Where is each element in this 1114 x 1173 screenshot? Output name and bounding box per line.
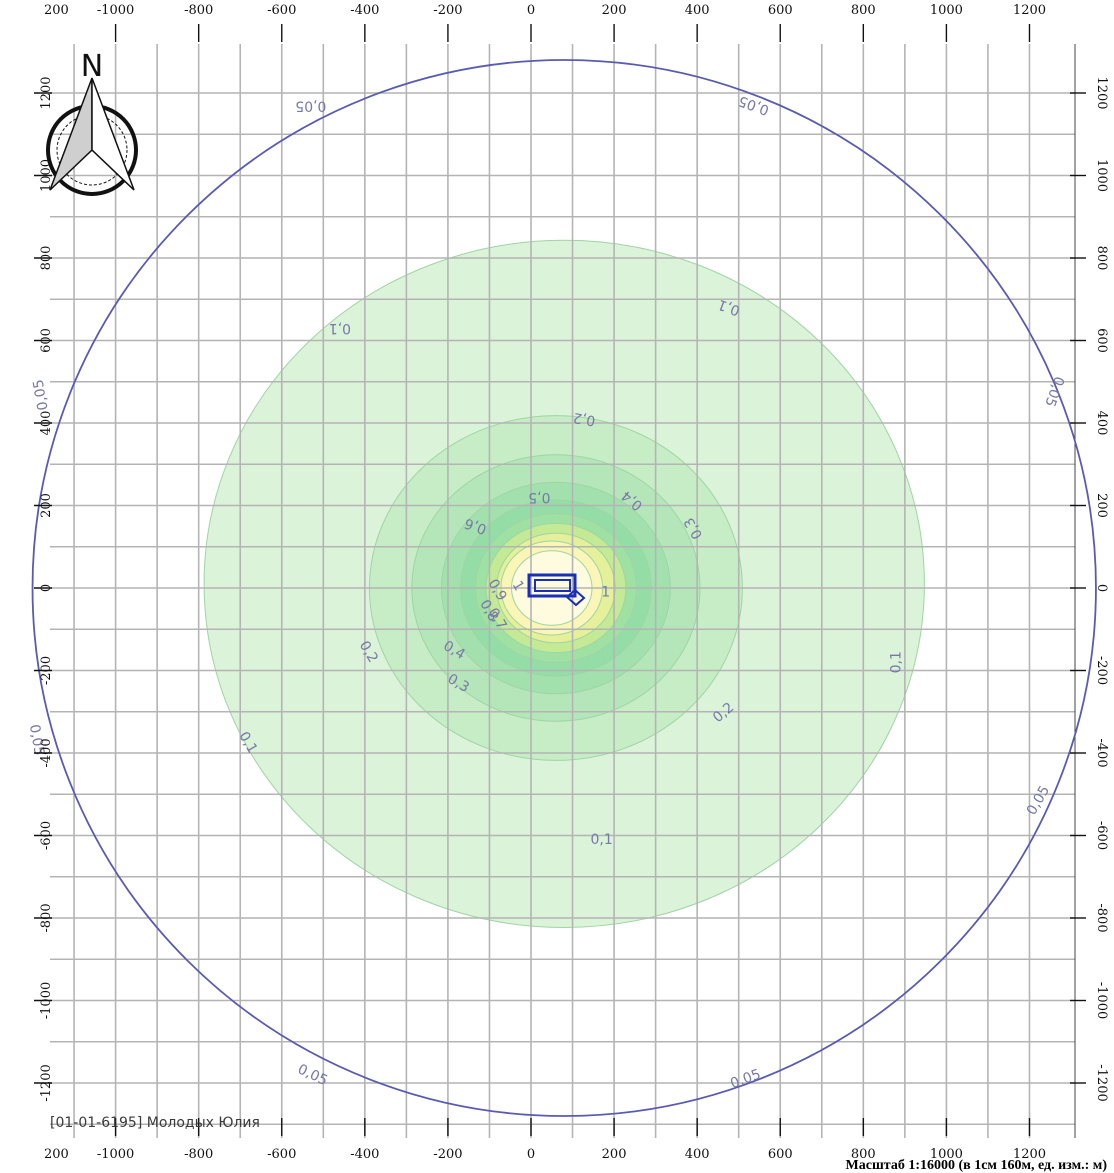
contour-label: 0,1 [590,832,612,848]
x-tick-label-top: 800 [851,3,876,18]
source-rectangle-inner [534,579,571,592]
y-tick-label-right: -1000 [1094,982,1109,1019]
y-tick-label-right: -200 [1094,656,1109,685]
contour-label: 0,05 [295,1061,330,1089]
isoline-0-05 [31,59,1097,1117]
x-edge-tick-label-bottom: 200 [44,1147,69,1162]
x-tick-label-bottom: 400 [685,1147,710,1162]
contour-label: 0,05 [30,378,51,411]
y-tick-label-right: 200 [1094,493,1109,518]
x-tick-label-top: 400 [685,3,710,18]
x-tick-label-top: -800 [184,3,213,18]
x-tick-label-top: 600 [768,3,793,18]
emission-source[interactable] [527,573,586,607]
x-tick-label-bottom: -600 [267,1147,296,1162]
x-tick-label-bottom: 0 [527,1147,535,1162]
contour-label: 0,05 [728,1066,763,1092]
x-tick-label-bottom: 800 [851,1147,876,1162]
north-label: N [81,49,103,84]
outer-isoline [31,59,1097,1117]
grid-lines [50,44,1076,1138]
x-tick-label-top: 1000 [930,3,963,18]
source-diamond[interactable] [565,588,586,607]
map-caption: [01-01-6195] Молодых Юлия [50,1115,260,1131]
x-tick-label-top: 200 [602,3,627,18]
y-tick-label-right: -800 [1094,903,1109,932]
scale-note: Масштаб 1:16000 (в 1см 160м, ед. изм.: м… [846,1158,1108,1173]
contour-label: 0,05 [1024,783,1053,818]
contour-label: 0,05 [295,97,326,113]
y-tick-label-right: 600 [1094,328,1109,353]
x-tick-label-bottom: -200 [433,1147,462,1162]
x-tick-label-top: 0 [527,3,535,18]
x-tick-label-bottom: 200 [602,1147,627,1162]
north-arrow-icon: N [46,49,138,196]
x-tick-label-bottom: -1000 [97,1147,134,1162]
y-tick-label-right: 0 [1094,584,1109,592]
contour-label: 0,1 [329,320,351,336]
x-edge-tick-label-top: 200 [44,3,69,18]
contour-label: 1 [601,584,610,600]
x-tick-label-top: -600 [267,3,296,18]
x-tick-label-top: 1200 [1013,3,1046,18]
y-tick-label-right: 1200 [1094,76,1109,109]
contour-label: 0,6 [462,514,488,537]
x-tick-label-bottom: 600 [768,1147,793,1162]
y-tick-label-right: 400 [1094,411,1109,436]
concentration-fills [203,239,925,928]
contour-label: 0,1 [716,296,742,319]
x-tick-label-bottom: 1200 [1013,1147,1046,1162]
contour-label: 0,05 [26,723,47,756]
contour-label: 0,5 [528,489,550,505]
axis-ticks: -1000 -1000 -800 -800 -600 -600 -400 -400 -200 -2… [34,3,1109,1162]
y-tick-label-right: 800 [1094,246,1109,271]
x-tick-label-bottom: -800 [184,1147,213,1162]
y-tick-label-right: 1000 [1094,159,1109,192]
x-tick-label-top: -1000 [97,3,134,18]
contour-label: 0,1 [889,651,905,673]
contour-label: 0,05 [737,92,772,118]
x-tick-label-bottom: -400 [350,1147,379,1162]
contour-label: 0,2 [572,409,597,429]
x-tick-label-bottom: 1000 [930,1147,963,1162]
x-tick-label-top: -200 [433,3,462,18]
source-rectangle-outer[interactable] [527,573,577,598]
y-tick-label-right: -1200 [1094,1064,1109,1101]
y-tick-label-right: -400 [1094,738,1109,767]
y-tick-label-right: -600 [1094,821,1109,850]
x-tick-label-top: -400 [350,3,379,18]
